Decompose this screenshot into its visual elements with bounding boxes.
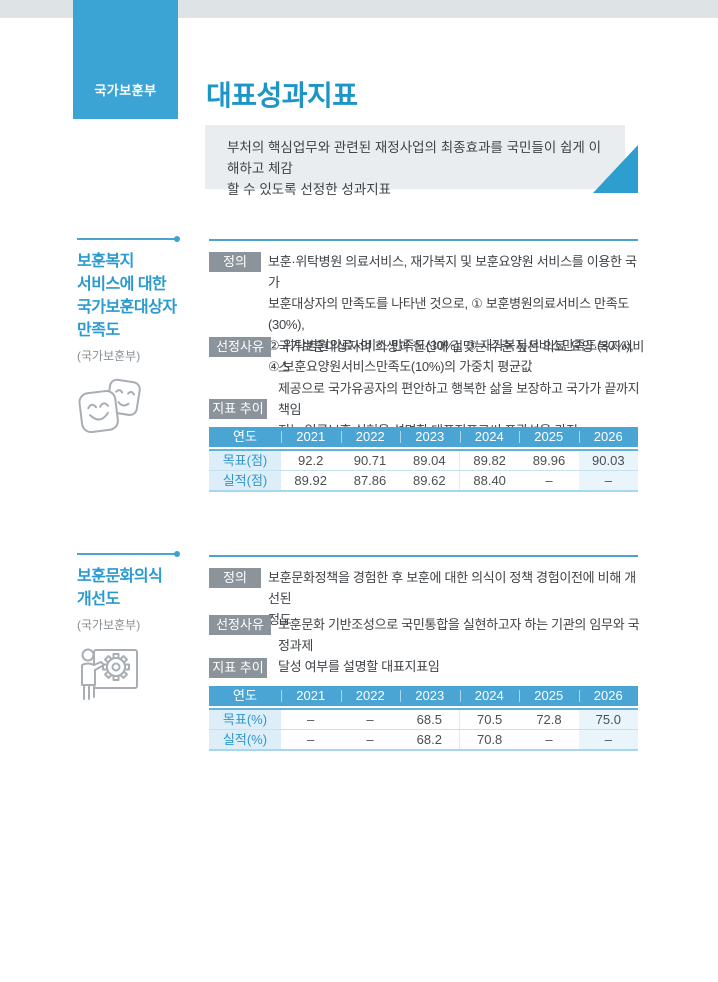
table-cell: 87.86 (340, 471, 400, 490)
sidebar-rule (77, 551, 180, 557)
table-cell: 88.40 (458, 471, 520, 490)
section1-org: (국가보훈부) (77, 349, 141, 363)
table-header-cell: 2024 (459, 427, 520, 447)
page-title: 대표성과지표 (206, 80, 358, 111)
definition-row: 정의 보훈·위탁병원 의료서비스, 재가복지 및 보훈요양원 서비스를 이용한 … (209, 252, 638, 377)
selection-reason-row: 선정사유 보훈문화 기반조성으로 국민통합을 실현하고자 하는 기관의 임무와 … (209, 615, 648, 677)
selection-reason-row: 선정사유 국가보훈대상자의 희생과 헌신에 걸맞는 수준 높은 의료·요양·복지… (209, 337, 648, 441)
trend-badge: 지표 추이 (209, 399, 267, 419)
table-header-cell: 2021 (281, 427, 341, 447)
sidebar-rule (77, 236, 180, 242)
table-header-cell: 2022 (340, 686, 401, 706)
table-row: 목표(점) 92.2 90.71 89.04 89.82 89.96 90.03 (209, 451, 638, 470)
section1-content: 정의 보훈·위탁병원 의료서비스, 재가복지 및 보훈요양원 서비스를 이용한 … (209, 239, 644, 492)
table-header-cell: 2021 (281, 686, 341, 706)
definition-text: 보훈·위탁병원 의료서비스, 재가복지 및 보훈요양원 서비스를 이용한 국가 … (268, 254, 637, 374)
selection-reason-badge: 선정사유 (209, 615, 271, 635)
table-cell: 89.04 (399, 451, 459, 470)
table-cell: – (578, 730, 638, 749)
ministry-tab-label: 국가보훈부 (94, 83, 157, 98)
row-label-cell: 실적(%) (209, 730, 281, 749)
table-header-cell: 2023 (400, 427, 460, 447)
selection-reason-text: 국가보훈대상자의 희생과 헌신에 걸맞는 수준 높은 의료·요양·복지서비스 제… (278, 339, 645, 438)
table-cell: – (340, 710, 400, 729)
trend-row: 지표 추이 (209, 399, 267, 419)
table-cell: 70.5 (458, 710, 520, 729)
table-cell: 68.2 (399, 730, 459, 749)
table-header-cell: 2024 (459, 686, 520, 706)
intro-box: 부처의 핵심업무와 관련된 재정사업의 최종효과를 국민들이 쉽게 이해하고 체… (205, 125, 638, 197)
table-header-cell: 2025 (519, 686, 579, 706)
table-cell: 89.92 (281, 471, 341, 490)
table-body: 목표(%) – – 68.5 70.5 72.8 75.0 실적(%) – – … (209, 708, 638, 751)
table-header-cell: 2025 (519, 427, 579, 447)
table-cell: 89.96 (519, 451, 579, 470)
table-cell: 90.03 (578, 451, 638, 470)
column-rule (209, 555, 638, 557)
table-header-cell: 연도 (233, 688, 257, 703)
presentation-gear-icon (77, 647, 202, 710)
table-header-cell: 2022 (340, 427, 401, 447)
definition-badge: 정의 (209, 252, 261, 272)
table-cell: – (519, 471, 579, 490)
table-header-cell: 연도 (233, 429, 257, 444)
table-header-row: 연도 2021 2022 2023 2024 2025 2026 (209, 686, 638, 706)
selection-reason-text: 보훈문화 기반조성으로 국민통합을 실현하고자 하는 기관의 임무와 국정과제 … (278, 617, 640, 674)
definition-row: 정의 보훈문화정책을 경험한 후 보훈에 대한 의식이 정책 경험이전에 비해 … (209, 568, 638, 630)
row-label-cell: 목표(점) (209, 451, 281, 470)
table-row: 실적(%) – – 68.2 70.8 – – (209, 729, 638, 749)
table-header-cell: 2026 (578, 686, 639, 706)
definition-badge: 정의 (209, 568, 261, 588)
intro-text: 부처의 핵심업무와 관련된 재정사업의 최종효과를 국민들이 쉽게 이해하고 체… (227, 140, 602, 197)
theater-masks-icon (77, 378, 202, 441)
section1-sidebar: 보훈복지 서비스에 대한 국가보훈대상자 만족도 (국가보훈부) (77, 236, 202, 441)
section1-title: 보훈복지 서비스에 대한 국가보훈대상자 만족도 (77, 253, 177, 339)
table-cell: 72.8 (519, 710, 579, 729)
table-cell: 75.0 (578, 710, 638, 729)
column-rule (209, 239, 638, 241)
table-header-cell: 2023 (400, 686, 460, 706)
table-cell: 90.71 (340, 451, 400, 470)
trend-badge: 지표 추이 (209, 658, 267, 678)
selection-reason-badge: 선정사유 (209, 337, 271, 357)
table-cell: 89.82 (458, 451, 520, 470)
ministry-tab: 국가보훈부 (73, 0, 178, 119)
table-cell: – (281, 710, 341, 729)
table-cell: 92.2 (281, 451, 341, 470)
section2-org: (국가보훈부) (77, 618, 141, 632)
table-header-row: 연도 2021 2022 2023 2024 2025 2026 (209, 427, 638, 447)
table-cell: – (519, 730, 579, 749)
table-cell: – (578, 471, 638, 490)
table-cell: 68.5 (399, 710, 459, 729)
section2-content: 정의 보훈문화정책을 경험한 후 보훈에 대한 의식이 정책 경험이전에 비해 … (209, 555, 640, 755)
table-body: 목표(점) 92.2 90.71 89.04 89.82 89.96 90.03… (209, 449, 638, 492)
trend-table: 연도 2021 2022 2023 2024 2025 2026 목표(%) –… (209, 686, 638, 751)
trend-table: 연도 2021 2022 2023 2024 2025 2026 목표(점) 9… (209, 427, 638, 492)
table-cell: – (340, 730, 400, 749)
table-row: 실적(점) 89.92 87.86 89.62 88.40 – – (209, 470, 638, 490)
table-header-cell: 2026 (578, 427, 639, 447)
section2-title: 보훈문화의식 개선도 (77, 568, 163, 608)
table-row: 목표(%) – – 68.5 70.5 72.8 75.0 (209, 710, 638, 729)
definition-text: 보훈문화정책을 경험한 후 보훈에 대한 의식이 정책 경험이전에 비해 개선된… (268, 570, 636, 627)
table-cell: – (281, 730, 341, 749)
table-cell: 70.8 (458, 730, 520, 749)
trend-row: 지표 추이 (209, 658, 267, 678)
top-band (0, 0, 718, 18)
row-label-cell: 목표(%) (209, 710, 281, 729)
section2-sidebar: 보훈문화의식 개선도 (국가보훈부) (77, 551, 202, 710)
row-label-cell: 실적(점) (209, 471, 281, 490)
table-cell: 89.62 (399, 471, 459, 490)
